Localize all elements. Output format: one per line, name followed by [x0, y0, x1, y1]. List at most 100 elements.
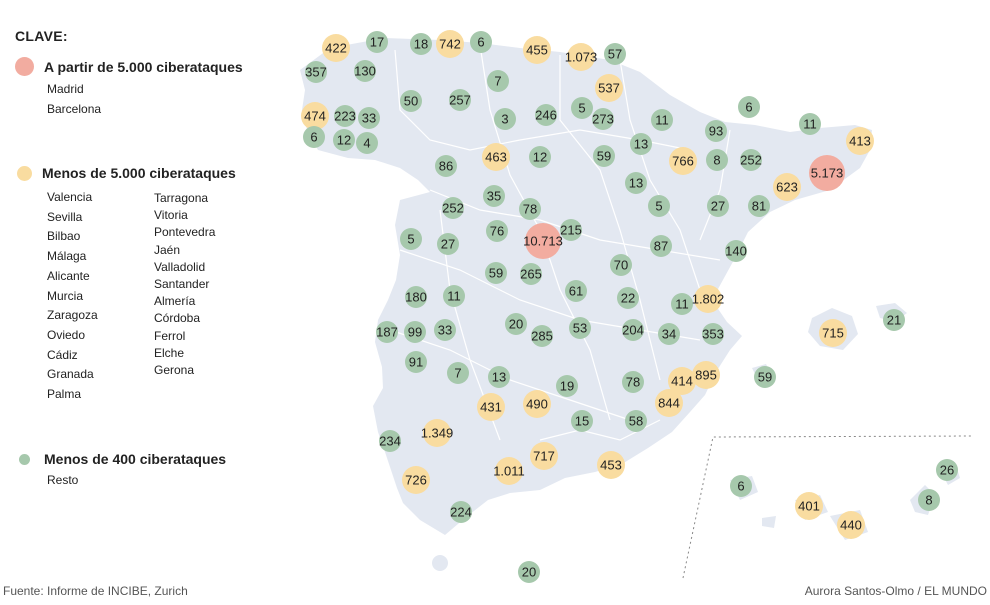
bubble-medium: 490 — [523, 390, 551, 418]
bubble-circle — [400, 228, 422, 250]
legend-item: Oviedo — [47, 327, 86, 342]
bubble-circle — [694, 285, 722, 313]
bubble-circle — [702, 323, 724, 345]
bubble-circle — [617, 287, 639, 309]
legend-item: Pontevedra — [154, 225, 216, 240]
bubble-low: 187 — [376, 321, 398, 343]
bubble-circle — [936, 459, 958, 481]
bubble-circle — [485, 262, 507, 284]
bubble-low: 252 — [740, 149, 762, 171]
bubble-low: 6 — [738, 96, 760, 118]
bubble-low: 59 — [593, 145, 615, 167]
bubble-circle — [883, 309, 905, 331]
bubble-low: 15 — [571, 410, 593, 432]
legend-category-high: A partir de 5.000 ciberataques — [15, 57, 243, 76]
bubble-value: 76 — [490, 224, 504, 239]
bubble-low: 13 — [625, 172, 647, 194]
bubble-value: 18 — [414, 37, 428, 52]
bubble-medium: 766 — [669, 147, 697, 175]
bubble-medium: 742 — [436, 30, 464, 58]
bubble-circle — [405, 351, 427, 373]
bubble-circle — [565, 280, 587, 302]
legend-item: Tarragona — [154, 191, 209, 205]
bubble-low: 86 — [435, 155, 457, 177]
bubble-medium: 537 — [595, 74, 623, 102]
bubble-circle — [366, 31, 388, 53]
bubble-value: 224 — [450, 505, 472, 520]
bubble-circle — [450, 501, 472, 523]
bubble-low: 81 — [748, 195, 770, 217]
bubble-low: 3 — [494, 108, 516, 130]
bubble-value: 273 — [592, 112, 614, 127]
bubble-circle — [354, 60, 376, 82]
bubble-value: 252 — [442, 201, 464, 216]
bubble-medium: 440 — [837, 511, 865, 539]
bubble-circle — [356, 132, 378, 154]
bubble-value: 5.173 — [811, 166, 844, 181]
bubble-value: 742 — [439, 37, 461, 52]
bubble-circle — [488, 366, 510, 388]
bubble-circle — [819, 319, 847, 347]
bubble-low: 50 — [400, 90, 422, 112]
bubble-low: 353 — [702, 323, 724, 345]
bubble-circle — [404, 321, 426, 343]
bubble-medium: 623 — [773, 173, 801, 201]
bubble-low: 93 — [705, 120, 727, 142]
bubble-low: 70 — [610, 254, 632, 276]
bubble-value: 413 — [849, 134, 871, 149]
bubble-circle — [692, 361, 720, 389]
bubble-circle — [569, 317, 591, 339]
bubble-value: 766 — [672, 154, 694, 169]
bubble-low: 22 — [617, 287, 639, 309]
bubble-value: 78 — [523, 202, 537, 217]
bubble-medium: 401 — [795, 492, 823, 520]
bubble-value: 93 — [709, 124, 723, 139]
legend-item: Córdoba — [154, 311, 201, 326]
legend-category-label: Menos de 400 ciberataques — [44, 451, 227, 467]
bubble-value: 6 — [745, 100, 752, 115]
bubble-value: 57 — [608, 47, 622, 62]
bubble-circle — [470, 31, 492, 53]
bubble-value: 1.011 — [493, 464, 525, 479]
bubble-value: 5 — [407, 232, 414, 247]
bubble-circle — [434, 319, 456, 341]
bubble-low: 4 — [356, 132, 378, 154]
canary-inset-border — [682, 435, 973, 579]
bubble-low: 5 — [571, 97, 593, 119]
bubble-value: 204 — [622, 323, 644, 338]
bubble-value: 91 — [409, 355, 423, 370]
legend-list-low: Resto — [47, 471, 78, 491]
bubble-low: 265 — [520, 263, 542, 285]
bubble-low: 7 — [487, 70, 509, 92]
legend-item: Valencia — [47, 190, 93, 204]
bubble-circle — [669, 147, 697, 175]
bubble-value: 21 — [887, 313, 901, 328]
bubble-low: 6 — [303, 126, 325, 148]
bubble-value: 8 — [713, 153, 720, 168]
bubble-value: 8 — [925, 493, 932, 508]
legend-category-low: Menos de 400 ciberataques — [15, 451, 226, 467]
bubble-low: 5 — [400, 228, 422, 250]
bubble-circle — [447, 362, 469, 384]
bubble-low: 273 — [592, 108, 614, 130]
bubble-value: 27 — [711, 199, 725, 214]
legend-category-label: A partir de 5.000 ciberataques — [44, 58, 243, 75]
bubble-circle — [754, 366, 776, 388]
legend-list-medium-col2: Tarragona Vitoria Pontevedra Jaén Vallad… — [154, 190, 215, 379]
bubble-low: 13 — [488, 366, 510, 388]
bubble-medium: 414 — [668, 367, 696, 395]
bubble-circle — [482, 143, 510, 171]
bubble-low: 19 — [556, 375, 578, 397]
bubble-value: 140 — [725, 244, 747, 259]
bubble-value: 11 — [803, 117, 817, 132]
bubble-low: 246 — [535, 104, 557, 126]
bubble-low: 357 — [305, 61, 327, 83]
bubble-value: 59 — [758, 370, 772, 385]
bubble-value: 58 — [629, 414, 643, 429]
legend-item: Resto — [47, 473, 79, 487]
bubble-circle — [595, 74, 623, 102]
bubble-value: 353 — [702, 327, 724, 342]
bubble-circle — [486, 220, 508, 242]
source-note: Fuente: Informe de INCIBE, Zurich — [3, 584, 188, 598]
bubble-value: 81 — [752, 199, 766, 214]
